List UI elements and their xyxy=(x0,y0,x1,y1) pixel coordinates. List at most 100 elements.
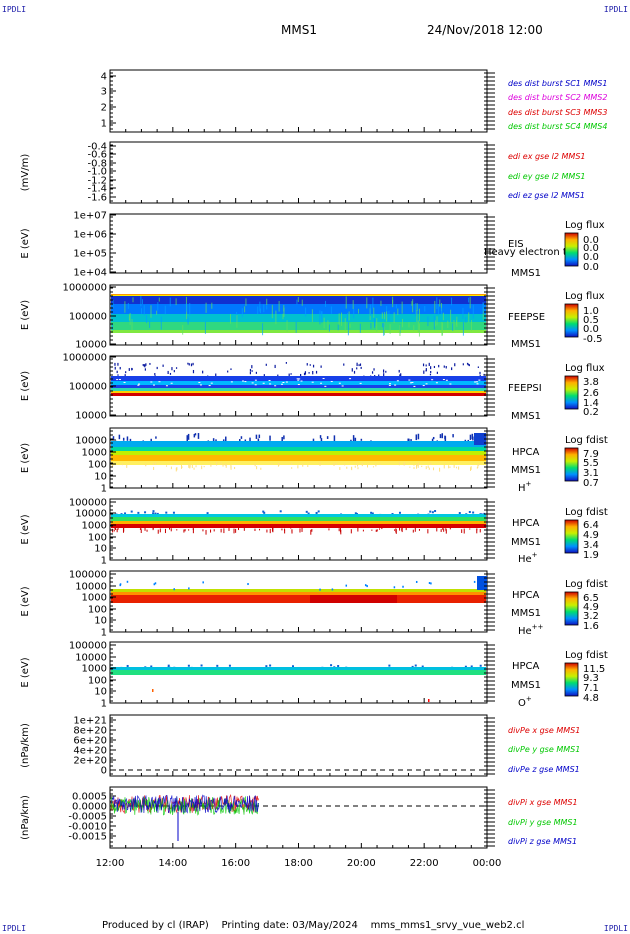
spectrogram-streak xyxy=(386,311,388,322)
colorbar xyxy=(564,232,579,267)
y-axis-label: E (eV) xyxy=(20,228,31,258)
spectrogram-dot xyxy=(188,587,190,590)
spectrogram-streak xyxy=(401,318,403,328)
spectrogram-dot xyxy=(263,511,266,514)
spectrogram-streak xyxy=(319,462,321,467)
spectrogram-dot xyxy=(343,363,345,366)
spectrogram-band-0 xyxy=(111,294,486,295)
spectrogram-dot xyxy=(290,373,292,375)
spectrogram-dot xyxy=(382,369,385,373)
species-label: He+ xyxy=(518,551,538,565)
spectrogram-gap xyxy=(475,381,478,383)
spectrogram-dot xyxy=(249,437,251,442)
x-tick-label: 18:00 xyxy=(284,858,313,869)
colorbar-tick-label: 0.7 xyxy=(583,478,599,489)
spectrogram-streak xyxy=(235,528,237,533)
spectrogram-dot xyxy=(303,372,306,376)
spectrogram-streak xyxy=(284,529,286,534)
spectrogram-streak xyxy=(344,318,346,331)
spectrogram-streak xyxy=(301,527,303,532)
colorbar-tick-label: 1.9 xyxy=(583,550,599,561)
y-tick-label: 0 xyxy=(101,766,107,777)
spectrogram-dot xyxy=(353,370,356,374)
spectrogram-streak xyxy=(169,297,171,307)
spectrogram-streak xyxy=(272,527,274,533)
spectrogram-dot xyxy=(265,665,268,668)
spectrogram-streak xyxy=(366,297,368,309)
colorbar-tick-label: 4.9 xyxy=(583,530,599,541)
spectrogram-dot xyxy=(124,374,126,378)
spectrogram-gap xyxy=(244,381,247,383)
spectrogram-streak xyxy=(266,298,268,306)
spectrogram-dot xyxy=(423,370,425,374)
y-tick-label: 1000 xyxy=(82,448,107,459)
spectrogram-streak xyxy=(254,528,256,532)
y-tick-label: 10000 xyxy=(75,653,107,664)
spectrogram-streak xyxy=(477,464,479,467)
spectrogram-streak xyxy=(152,527,154,530)
spectrogram-band-a xyxy=(111,589,486,592)
spectrogram-dot xyxy=(114,362,116,366)
spectrogram-streak xyxy=(361,462,363,467)
spectrogram-dot xyxy=(351,368,353,372)
spectrogram-streak xyxy=(416,303,418,312)
spectrogram-gap xyxy=(300,380,303,382)
spectrogram-streak xyxy=(260,467,262,470)
spectrogram-streak xyxy=(278,463,280,466)
spectrogram-streak xyxy=(254,463,256,467)
spectrogram-streak xyxy=(441,321,443,336)
spectrogram-dot xyxy=(187,362,189,365)
species-label: O+ xyxy=(518,695,532,709)
spectrogram-streak xyxy=(321,311,323,323)
instrument-label: HPCA xyxy=(512,447,540,458)
spectrogram-gap xyxy=(210,382,213,384)
spectrogram-streak xyxy=(344,463,346,466)
spectrogram-dot xyxy=(216,664,219,667)
spectrogram-streak xyxy=(257,306,259,315)
panel-frame-hpca_he xyxy=(109,498,488,561)
spectrogram-dot xyxy=(152,689,154,692)
y-axis-label: E (eV) xyxy=(20,657,31,687)
spectrogram-dot xyxy=(434,510,437,513)
colorbar-tick-label: 0.0 xyxy=(583,324,599,335)
spectrogram-band-d xyxy=(310,595,397,603)
legend-entry: des dist burst SC2 MMS2 xyxy=(508,93,607,102)
colorbar-label: Log flux xyxy=(565,363,605,374)
spectrogram-streak xyxy=(185,303,187,312)
colorbar-tick-label: 0.2 xyxy=(583,407,599,418)
y-tick-label: 6e+20 xyxy=(73,736,107,747)
spectrogram-streak xyxy=(160,316,162,330)
colorbar-tick-label: 4.9 xyxy=(583,602,599,613)
spectrogram-streak xyxy=(348,311,350,321)
spectrogram-streak xyxy=(399,324,401,336)
spectrogram-dot xyxy=(222,439,225,443)
spacecraft-label: MMS1 xyxy=(511,411,541,422)
spectrogram-streak xyxy=(347,322,349,336)
spectrogram-streak xyxy=(443,464,445,469)
colorbar-tick-label: 3.1 xyxy=(583,468,599,479)
spectrogram-streak xyxy=(204,321,206,334)
spectrogram-streak xyxy=(339,467,341,470)
spectrogram-streak xyxy=(156,310,158,315)
spectrogram-dot xyxy=(431,438,434,442)
spectrogram-streak xyxy=(327,320,329,331)
spectrogram-streak xyxy=(291,529,293,532)
spectrogram-streak xyxy=(275,310,277,325)
y-tick-label: -1.2 xyxy=(87,176,107,187)
spectrogram-streak xyxy=(375,529,377,532)
y-tick-label: 100 xyxy=(88,605,107,616)
spectrogram-streak xyxy=(395,529,397,534)
spectrogram-dot xyxy=(156,512,159,515)
spectrogram-streak xyxy=(383,322,385,335)
spectrogram-streak xyxy=(126,464,128,468)
spectrogram-streak xyxy=(405,527,407,531)
spectrogram-dot xyxy=(315,370,318,374)
spectrogram-streak xyxy=(121,463,123,466)
spectrogram-streak xyxy=(124,301,126,313)
spectrogram-streak xyxy=(453,320,455,331)
spectrogram-streak xyxy=(376,529,378,532)
spectrogram-gap xyxy=(297,384,300,386)
spectrogram-dot xyxy=(411,665,414,668)
spectrogram-streak xyxy=(482,302,484,313)
spectrogram-streak xyxy=(297,465,299,469)
